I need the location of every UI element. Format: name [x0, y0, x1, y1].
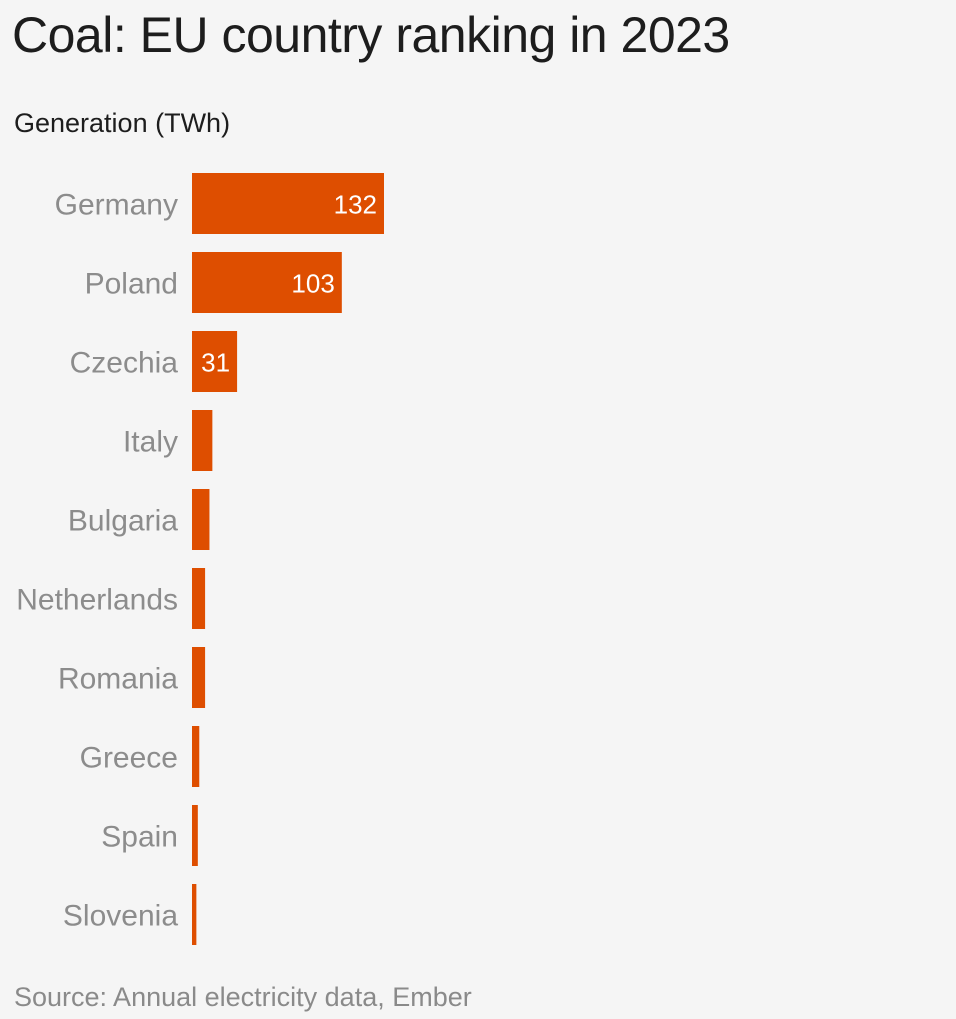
category-label-greece: Greece — [80, 742, 178, 775]
bar-spain — [192, 805, 198, 866]
category-label-netherlands: Netherlands — [16, 584, 178, 617]
category-label-slovenia: Slovenia — [63, 900, 178, 933]
chart-subtitle: Generation (TWh) — [14, 108, 231, 138]
value-label-poland: 103 — [291, 269, 334, 299]
chart-title: Coal: EU country ranking in 2023 — [12, 7, 730, 63]
bar-slovenia — [192, 884, 197, 945]
bar-poland — [192, 252, 342, 313]
bars-layer: Germany 132 Poland 103 Czechia 31 Italy Bulgari… — [16, 173, 384, 945]
category-label-germany: Germany — [55, 189, 178, 222]
value-label-czechia: 31 — [201, 348, 230, 378]
category-label-bulgaria: Bulgaria — [68, 505, 178, 538]
bar-romania — [192, 647, 206, 708]
category-label-spain: Spain — [101, 821, 178, 854]
value-label-germany: 132 — [334, 190, 377, 220]
bar-italy — [192, 410, 213, 471]
bar-greece — [192, 726, 200, 787]
category-label-romania: Romania — [58, 663, 178, 696]
chart-source: Source: Annual electricity data, Ember — [14, 982, 472, 1012]
category-label-czechia: Czechia — [70, 347, 179, 380]
bar-czechia — [192, 331, 238, 392]
category-label-poland: Poland — [85, 268, 178, 301]
bar-germany — [192, 173, 384, 234]
bar-netherlands — [192, 568, 206, 629]
category-label-italy: Italy — [123, 426, 178, 459]
bar-bulgaria — [192, 489, 210, 550]
